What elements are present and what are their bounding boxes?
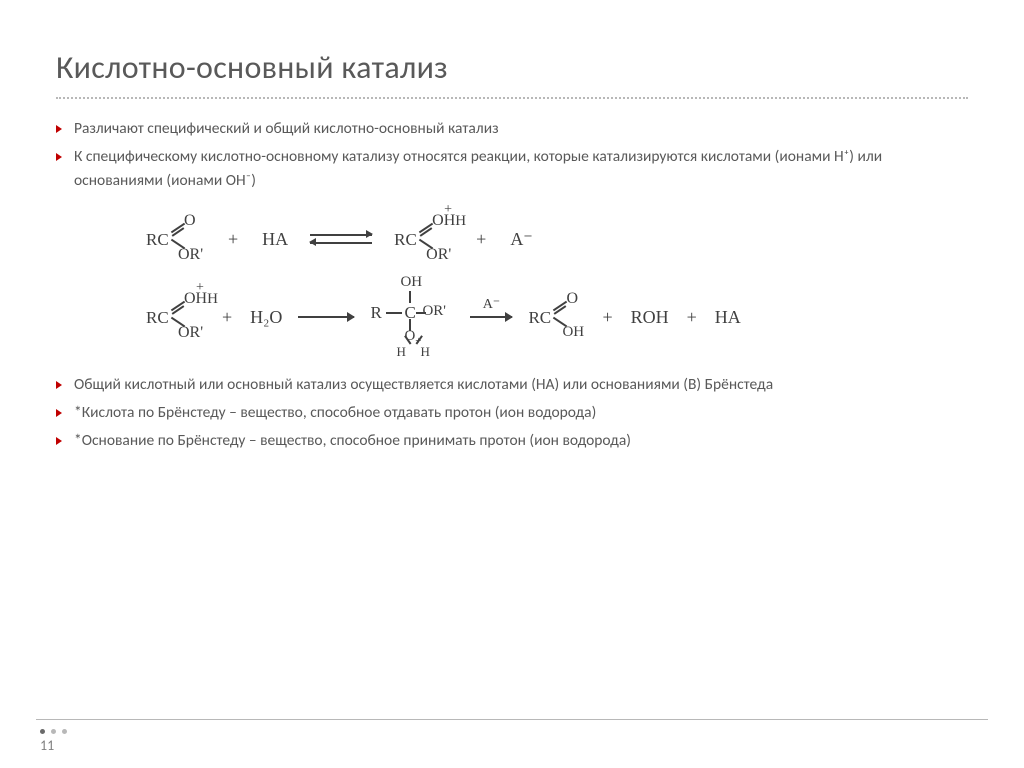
bullet-item: *Основание по Брёнстеду – вещество, спос… <box>56 429 968 453</box>
bullet-item: *Кислота по Брёнстеду – вещество, способ… <box>56 401 968 425</box>
species-HA: HA <box>262 230 288 248</box>
plus-sign: + <box>685 308 699 326</box>
species-H2O: H₂O <box>250 308 282 326</box>
forward-arrow-labeled: A⁻ <box>470 316 512 318</box>
plus-sign: + <box>474 230 488 248</box>
footer-dots <box>40 729 67 734</box>
plus-sign: + <box>600 308 614 326</box>
species-A-minus: A⁻ <box>510 230 533 248</box>
reaction-row-1: RC O OR' + HA RC OH + OR' + A⁻ <box>146 217 968 261</box>
bullets-bottom: Общий кислотный или основный катализ осу… <box>56 373 968 453</box>
tetrahedral-intermediate: R C OH OR' O+ H H <box>370 289 454 345</box>
title-underline <box>56 97 968 99</box>
footer-rule <box>36 719 988 720</box>
species-ROH: ROH <box>631 308 669 326</box>
bullet-item: Общий кислотный или основный катализ осу… <box>56 373 968 397</box>
slide-title: Кислотно-основный катализ <box>56 48 968 97</box>
bullets-top: Различают специфический и общий кислотно… <box>56 117 968 193</box>
ester-neutral: RC O OR' <box>146 217 204 261</box>
reaction-row-2: RC OH + OR' + H₂O R C OH OR' O+ <box>146 289 968 345</box>
page-number: 11 <box>40 737 54 754</box>
reaction-scheme: RC O OR' + HA RC OH + OR' + A⁻ <box>146 217 968 345</box>
forward-arrow <box>298 316 354 318</box>
bullet-item: Различают специфический и общий кислотно… <box>56 117 968 141</box>
equilibrium-arrow <box>310 228 372 250</box>
arrow-label-A-minus: A⁻ <box>483 298 501 312</box>
species-HA-2: HA <box>715 308 741 326</box>
plus-sign: + <box>220 308 234 326</box>
ester-protonated-2: RC OH + OR' <box>146 295 204 339</box>
plus-sign: + <box>226 230 240 248</box>
carboxylic-acid: RC O OH <box>528 295 584 339</box>
bullet-item: К специфическому кислотно-основному ката… <box>56 145 968 193</box>
ester-protonated: RC OH + OR' <box>394 217 452 261</box>
